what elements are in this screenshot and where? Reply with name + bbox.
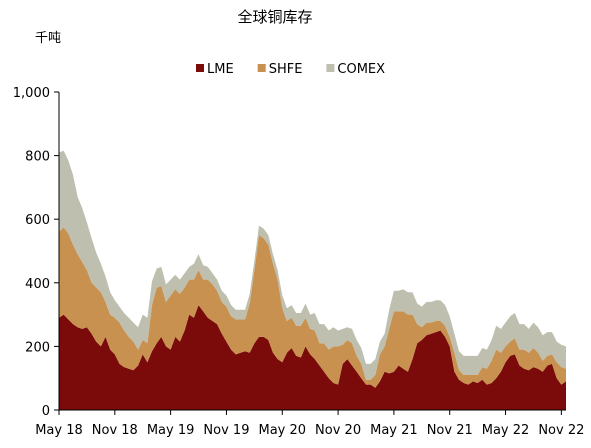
y-tick-label: 200: [25, 340, 50, 355]
chart-title: 全球铜库存: [237, 8, 312, 26]
area-shfe: [59, 227, 566, 388]
y-tick-label: 600: [25, 213, 50, 228]
x-tick-label: May 18: [35, 423, 83, 438]
y-tick-label: 800: [25, 150, 50, 165]
x-tick-label: Nov 21: [427, 423, 473, 438]
legend-swatch: [257, 64, 266, 72]
x-tick-label: May 20: [258, 423, 306, 438]
legend-swatch: [196, 64, 204, 72]
legend-item-lme: LME: [196, 62, 234, 77]
legend: LME SHFE COMEX: [196, 62, 385, 77]
legend-label: LME: [207, 62, 234, 77]
x-tick-label: Nov 18: [92, 423, 138, 438]
x-tick-label: Nov 22: [538, 423, 584, 438]
y-tick-label: 1,000: [13, 86, 50, 101]
x-tick-label: May 19: [147, 423, 195, 438]
axes: 0 200 400 600 800 1,000 May 18 Nov 18 May 19 Nov …: [13, 86, 585, 438]
x-tick-label: Nov 19: [203, 423, 249, 438]
legend-item-shfe: SHFE: [257, 62, 303, 77]
x-tick-label: May 21: [370, 423, 418, 438]
y-tick-label: 400: [25, 277, 50, 292]
y-axis-unit: 千吨: [35, 31, 61, 46]
legend-label: COMEX: [337, 62, 385, 77]
y-tick-label: 0: [42, 404, 50, 419]
legend-item-comex: COMEX: [326, 62, 385, 77]
plot-areas: [59, 150, 566, 410]
legend-swatch: [326, 64, 335, 72]
x-tick-label: Nov 20: [315, 423, 361, 438]
legend-label: SHFE: [269, 62, 303, 77]
x-tick-label: May 22: [482, 423, 530, 438]
area-lme: [59, 305, 566, 410]
